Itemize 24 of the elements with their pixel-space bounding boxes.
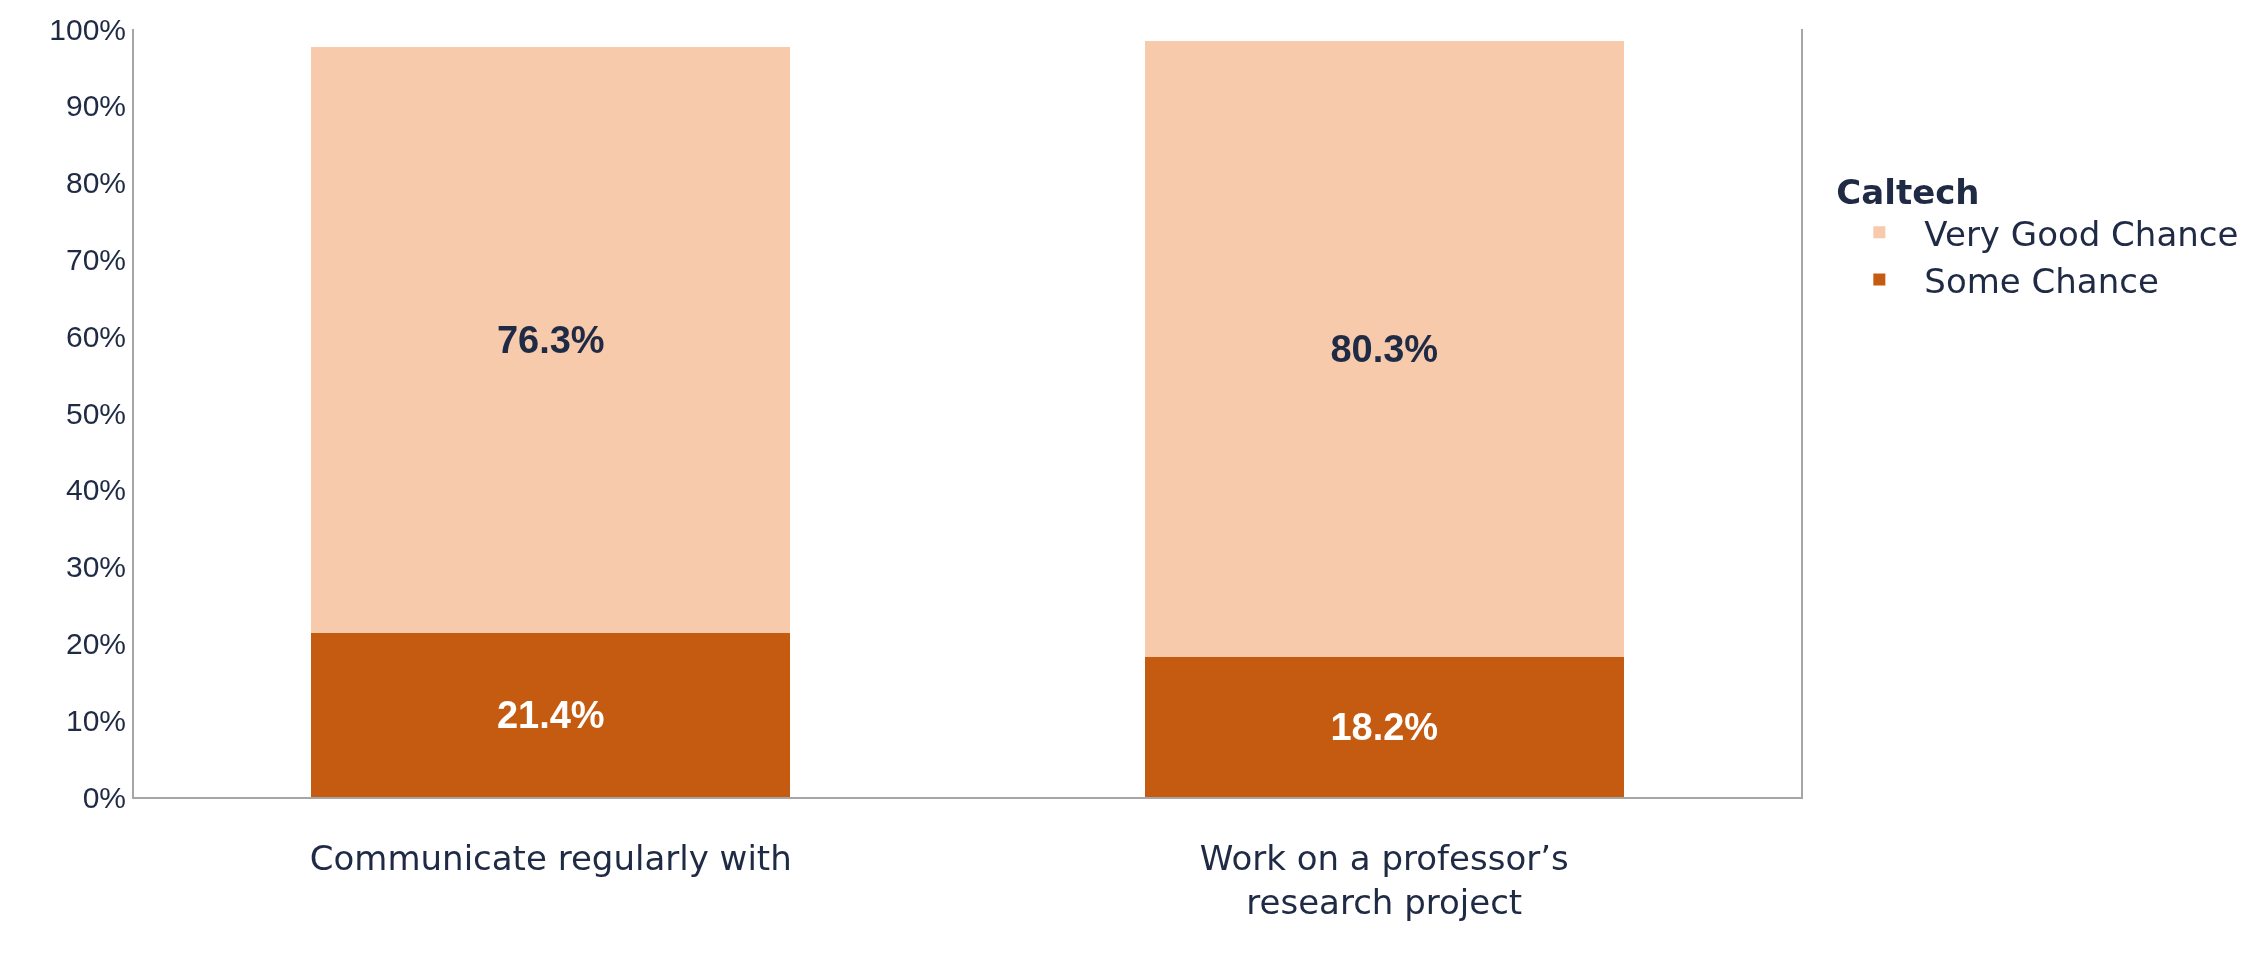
x-tick-label: Work on a professor’s research project xyxy=(1199,837,1569,922)
data-label: 18.2% xyxy=(1330,706,1439,749)
y-tick-label: 30% xyxy=(65,550,126,584)
legend-label: Very Good Chance xyxy=(1924,213,2239,254)
data-label: 80.3% xyxy=(1330,327,1439,370)
bar xyxy=(1144,40,1624,658)
y-tick-label: 80% xyxy=(65,166,126,200)
y-tick-label: 0% xyxy=(82,780,126,814)
y-tick-label: 50% xyxy=(65,396,126,430)
legend-title: Caltech xyxy=(1836,171,1980,212)
data-label: 21.4% xyxy=(496,693,605,736)
y-tick-label: 10% xyxy=(65,703,126,737)
x-tick-label: Communicate regularly with xyxy=(309,837,792,878)
bar xyxy=(311,46,791,633)
bar xyxy=(311,632,791,797)
legend-label: Some Chance xyxy=(1924,260,2159,301)
bar xyxy=(1144,657,1624,797)
y-tick-label: 20% xyxy=(65,626,126,660)
y-tick-label: 40% xyxy=(65,473,126,507)
y-tick-label: 100% xyxy=(49,12,126,46)
y-tick-label: 60% xyxy=(65,319,126,353)
y-tick-label: 70% xyxy=(65,242,126,276)
y-tick-label: 90% xyxy=(65,89,126,123)
data-label: 76.3% xyxy=(496,318,605,361)
